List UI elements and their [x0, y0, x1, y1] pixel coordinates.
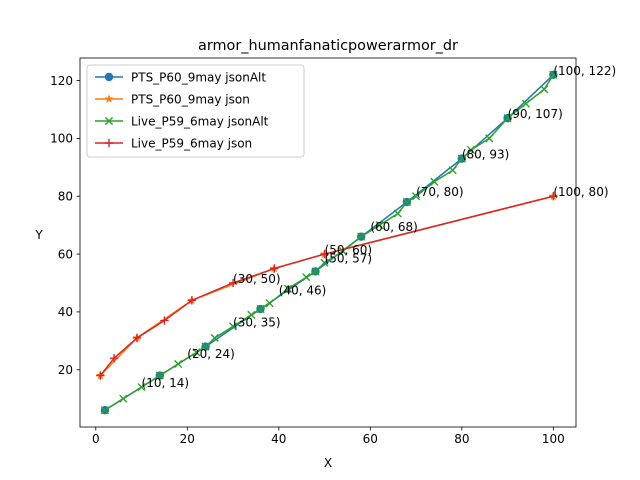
legend-marker-3 [104, 138, 114, 148]
data-label-7: (80, 93) [462, 148, 510, 162]
y-tick-label-5: 120 [50, 74, 73, 88]
plot-area: (10, 14) (20, 24) (30, 35) (40, 46) (50, 57)… [50, 57, 616, 446]
data-point-3-7 [320, 249, 329, 259]
x-tick-label-2: 40 [271, 432, 286, 446]
data-point-2-30 [549, 70, 558, 79]
data-point-2-26 [485, 134, 494, 143]
x-tick-label-4: 80 [454, 432, 469, 446]
data-label-6: (70, 80) [416, 185, 464, 199]
data-label-9: (100, 122) [553, 64, 616, 78]
legend-marker-0 [104, 72, 114, 82]
data-point-2-11 [265, 299, 274, 308]
data-point-3-2 [132, 333, 142, 343]
data-point-2-18 [375, 221, 384, 230]
legend-box [86, 64, 305, 158]
legend-item-3: Live_P59_6may json [95, 136, 252, 150]
data-point-2-19 [393, 209, 402, 218]
y-axis-label: Y [34, 228, 43, 242]
x-tick-label-0: 0 [92, 432, 100, 446]
data-point-2-13 [302, 273, 311, 282]
data-point-2-1 [119, 394, 128, 403]
data-label-8: (90, 107) [508, 107, 563, 121]
data-point-2-6 [201, 342, 210, 351]
legend-label-0: PTS_P60_9may jsonAlt [131, 70, 266, 84]
data-point-2-8 [228, 322, 238, 331]
data-point-2-7 [210, 333, 219, 343]
x-tick-label-1: 20 [180, 432, 195, 446]
data-point-2-17 [357, 232, 366, 241]
data-point-3-0 [96, 371, 105, 380]
legend: PTS_P60_9may jsonAlt PTS_P60_9may json Liv… [86, 64, 305, 158]
y-tick-label-4: 100 [50, 132, 73, 146]
data-point-2-10 [256, 304, 265, 314]
data-point-3-8 [549, 192, 558, 201]
data-point-2-24 [457, 154, 466, 163]
data-point-2-21 [411, 192, 421, 201]
legend-label-1: PTS_P60_9may json [131, 92, 250, 106]
x-axis-label: X [324, 456, 332, 470]
data-point-3-1 [109, 353, 119, 363]
x-tick-label-5: 100 [542, 432, 565, 446]
data-point-2-27 [503, 114, 512, 123]
series-3 [96, 192, 558, 380]
data-point-2-23 [448, 166, 457, 175]
data-point-3-5 [228, 278, 238, 288]
data-point-3-6 [270, 264, 279, 273]
legend-marker-1 [104, 94, 114, 103]
legend-item-2: Live_P59_6may jsonAlt [95, 114, 269, 128]
data-point-2-4 [174, 359, 183, 369]
data-point-2-9 [247, 310, 256, 319]
chart-title: armor_humanfanaticpowerarmor_dr [198, 38, 458, 54]
data-label-5: (60, 68) [370, 220, 418, 234]
y-tick-label-3: 80 [58, 190, 73, 204]
data-label-1: (20, 24) [187, 347, 235, 361]
data-label-2: (30, 35) [233, 315, 281, 329]
x-tick-label-3: 60 [363, 432, 378, 446]
data-point-3-3 [160, 316, 169, 325]
data-label-4: (50, 57) [325, 252, 373, 266]
data-point-2-20 [402, 197, 412, 207]
data-label-3: (40, 46) [279, 284, 327, 298]
data-point-2-15 [320, 258, 329, 267]
data-point-2-22 [430, 177, 439, 186]
data-point-2-25 [466, 145, 476, 155]
y-tick-label-0: 20 [58, 363, 73, 377]
legend-label-3: Live_P59_6may json [131, 136, 252, 150]
legend-label-2: Live_P59_6may jsonAlt [131, 114, 269, 128]
legend-marker-2 [104, 116, 114, 126]
data-point-2-3 [155, 371, 164, 380]
data-point-2-12 [283, 284, 293, 293]
axes-frame [79, 57, 577, 428]
data-point-2-14 [311, 267, 320, 276]
data-point-2-5 [192, 348, 201, 357]
data-label-12: (100, 80) [553, 185, 608, 199]
data-label-10: (30, 50) [233, 272, 281, 286]
data-point-2-2 [137, 382, 146, 392]
data-label-11: (50, 60) [325, 243, 373, 257]
data-point-2-0 [100, 406, 110, 415]
y-tick-label-1: 40 [58, 305, 73, 319]
data-point-2-29 [540, 85, 549, 94]
data-point-2-28 [521, 99, 530, 108]
legend-item-0: PTS_P60_9may jsonAlt [95, 70, 266, 84]
data-point-3-4 [187, 296, 197, 305]
y-tick-label-2: 60 [58, 247, 73, 261]
legend-item-1: PTS_P60_9may json [95, 92, 250, 106]
data-label-0: (10, 14) [142, 376, 190, 390]
series-2 [100, 70, 558, 415]
